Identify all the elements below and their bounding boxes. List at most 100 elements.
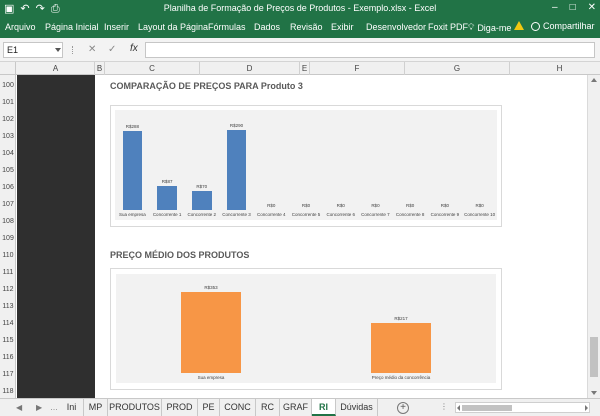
- tell-me-box[interactable]: 💡︎ Diga-me: [468, 22, 511, 33]
- worksheet-area[interactable]: COMPARAÇÃO DE PREÇOS PARA Produto 3 R$28…: [17, 75, 587, 398]
- ribbon-tabs: Arquivo Página Inicial Inserir Layout da…: [0, 18, 600, 38]
- tab-split-handle-icon[interactable]: ⋮: [440, 402, 448, 411]
- undo-icon[interactable]: ↶: [20, 3, 30, 15]
- horizontal-scroll-thumb[interactable]: [462, 405, 512, 411]
- redo-icon[interactable]: ↷: [35, 3, 45, 15]
- column-header-g[interactable]: G: [405, 62, 510, 75]
- chart1-data-label: R$0: [475, 203, 484, 208]
- share-label: Compartilhar: [543, 21, 595, 31]
- column-header-h[interactable]: H: [510, 62, 600, 75]
- chart1-bar[interactable]: [157, 186, 177, 210]
- row-header[interactable]: 113: [2, 303, 14, 310]
- vertical-scrollbar[interactable]: [587, 75, 600, 398]
- scroll-left-icon[interactable]: [457, 405, 460, 411]
- more-sheets-icon[interactable]: …: [50, 403, 58, 412]
- tab-dados[interactable]: Dados: [254, 22, 281, 32]
- minimize-icon[interactable]: –: [552, 2, 558, 13]
- row-header[interactable]: 104: [2, 150, 14, 157]
- row-header[interactable]: 118: [2, 388, 14, 395]
- row-header[interactable]: 102: [2, 116, 14, 123]
- sheet-tab-ri[interactable]: RI: [312, 399, 336, 416]
- sheet-tab-pe[interactable]: PE: [198, 399, 220, 416]
- row-header[interactable]: 114: [2, 320, 14, 327]
- tab-formulas[interactable]: Fórmulas: [208, 22, 246, 32]
- column-header-b[interactable]: B: [95, 62, 105, 75]
- tab-pagina-inicial[interactable]: Página Inicial: [45, 22, 99, 32]
- row-header[interactable]: 103: [2, 133, 14, 140]
- row-header[interactable]: 111: [2, 269, 14, 276]
- chart1-data-label: R$0: [267, 203, 276, 208]
- column-header-c[interactable]: C: [105, 62, 200, 75]
- maximize-icon[interactable]: □: [569, 2, 576, 13]
- scroll-right-icon[interactable]: [585, 405, 588, 411]
- tab-revisao[interactable]: Revisão: [290, 22, 323, 32]
- row-header[interactable]: 105: [2, 167, 14, 174]
- sheet-tab-graf[interactable]: GRAF: [280, 399, 312, 416]
- row-header[interactable]: 116: [2, 354, 14, 361]
- formula-input[interactable]: [145, 42, 595, 58]
- chart1-data-label: R$0: [336, 203, 345, 208]
- chart1-bar[interactable]: [226, 130, 247, 210]
- tab-exibir[interactable]: Exibir: [331, 22, 354, 32]
- tab-scroll-right-icon[interactable]: ▶: [36, 403, 43, 412]
- cancel-icon[interactable]: ✕: [88, 44, 97, 55]
- column-a-fill: [17, 75, 95, 398]
- row-header[interactable]: 117: [2, 371, 14, 378]
- row-header[interactable]: 106: [2, 184, 14, 191]
- horizontal-scrollbar[interactable]: [455, 402, 590, 413]
- enter-icon[interactable]: ✓: [108, 44, 117, 55]
- tab-foxit-pdf[interactable]: Foxit PDF: [428, 22, 469, 32]
- chart1-category-label: Concorrente 10: [464, 212, 496, 217]
- sheet-tab-conc[interactable]: CONC: [220, 399, 256, 416]
- print-preview-icon[interactable]: ⎙: [50, 3, 60, 15]
- chart2-bar[interactable]: [180, 292, 242, 373]
- name-box[interactable]: E1: [3, 42, 63, 58]
- chart2-bar[interactable]: [370, 323, 432, 373]
- row-header[interactable]: 112: [2, 286, 14, 293]
- row-header[interactable]: 101: [2, 99, 14, 106]
- chart1-category-label: Concorrente 5: [291, 212, 321, 217]
- tab-inserir[interactable]: Inserir: [104, 22, 130, 32]
- add-sheet-button[interactable]: +: [397, 402, 409, 414]
- sheet-tab-produtos[interactable]: PRODUTOS: [108, 399, 162, 416]
- sheet-tab-ini[interactable]: Ini: [60, 399, 84, 416]
- average-price-chart[interactable]: R$353 Sua empresa R$217 Preço médio da conc…: [110, 268, 502, 390]
- warning-icon[interactable]: [514, 21, 524, 30]
- row-header[interactable]: 115: [2, 337, 14, 344]
- chart2-category-label: Preço médio da concorrência: [371, 375, 431, 380]
- vertical-scroll-thumb[interactable]: [590, 337, 598, 377]
- row-header[interactable]: 107: [2, 201, 14, 208]
- chart1-category-label: Concorrente 3: [222, 212, 251, 217]
- row-header[interactable]: 108: [2, 218, 14, 225]
- select-all-corner[interactable]: [0, 62, 16, 75]
- sheet-tab-duvidas[interactable]: Dúvidas: [336, 399, 378, 416]
- chart1-data-label: R$0: [406, 203, 415, 208]
- chart1-bar[interactable]: [192, 190, 212, 210]
- sheet-tab-mp[interactable]: MP: [84, 399, 108, 416]
- quick-access-toolbar: ▣ ↶ ↷ ⎙: [4, 2, 60, 16]
- tab-arquivo[interactable]: Arquivo: [5, 22, 36, 32]
- tell-me-label: Diga-me: [477, 22, 512, 33]
- share-button[interactable]: Compartilhar: [531, 21, 595, 31]
- tab-layout-da-pagina[interactable]: Layout da Página: [138, 22, 209, 32]
- person-icon: [531, 21, 540, 31]
- chevron-down-icon[interactable]: [55, 48, 61, 52]
- column-header-f[interactable]: F: [310, 62, 405, 75]
- tab-desenvolvedor[interactable]: Desenvolvedor: [366, 22, 427, 32]
- row-header[interactable]: 109: [2, 235, 14, 242]
- sheet-tab-prod[interactable]: PROD: [162, 399, 198, 416]
- insert-function-icon[interactable]: fx: [130, 43, 138, 54]
- save-icon[interactable]: ▣: [4, 3, 15, 15]
- row-header[interactable]: 100: [2, 82, 14, 89]
- chart1-bar[interactable]: [122, 130, 143, 210]
- column-header-e[interactable]: E: [300, 62, 310, 75]
- price-comparison-chart[interactable]: R$288 Sua empresa R$87 Concorrente 1 R$70 Con…: [110, 105, 502, 227]
- sheet-tab-rc[interactable]: RC: [256, 399, 280, 416]
- tab-scroll-left-icon[interactable]: ◀: [16, 403, 23, 412]
- close-icon[interactable]: ✕: [587, 2, 596, 13]
- scroll-up-icon[interactable]: [591, 78, 597, 82]
- scroll-down-icon[interactable]: [591, 391, 597, 395]
- row-header[interactable]: 110: [2, 252, 14, 259]
- column-header-a[interactable]: A: [17, 62, 95, 75]
- column-header-d[interactable]: D: [200, 62, 300, 75]
